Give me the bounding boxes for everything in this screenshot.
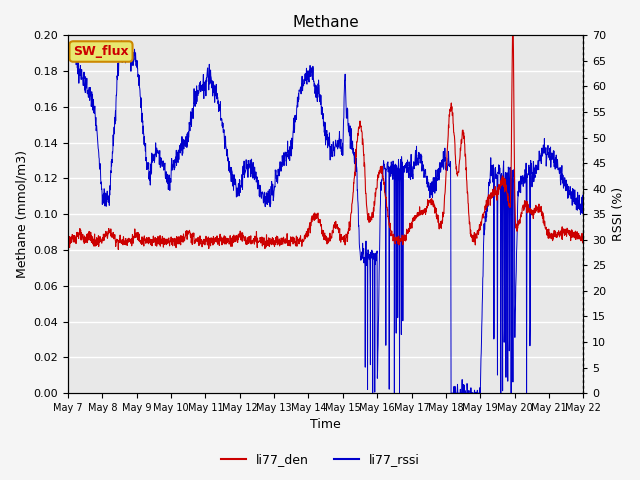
Title: Methane: Methane [292, 15, 359, 30]
Y-axis label: RSSI (%): RSSI (%) [612, 187, 625, 241]
Text: SW_flux: SW_flux [73, 45, 129, 58]
X-axis label: Time: Time [310, 419, 341, 432]
Legend: li77_den, li77_rssi: li77_den, li77_rssi [216, 448, 424, 471]
Y-axis label: Methane (mmol/m3): Methane (mmol/m3) [15, 150, 28, 278]
